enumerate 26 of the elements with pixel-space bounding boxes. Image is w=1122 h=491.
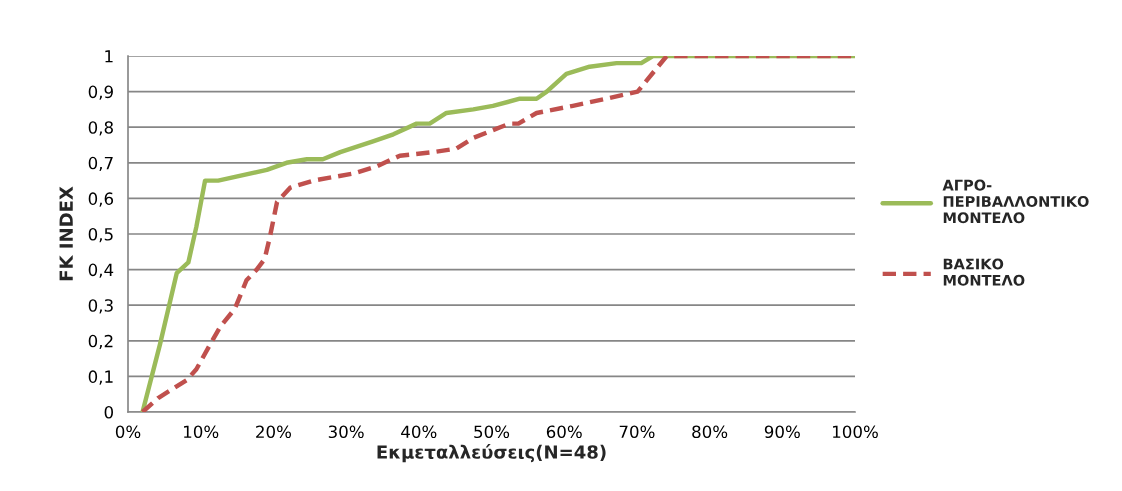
y-tick-label: 0,6 bbox=[88, 192, 114, 207]
x-tick-label: 90% bbox=[764, 425, 800, 439]
legend-label: ΒΑΣΙΚΟ ΜΟΝΤΕΛΟ bbox=[943, 258, 1025, 286]
x-tick-label: 30% bbox=[328, 425, 364, 439]
y-tick-label: 0,4 bbox=[88, 263, 114, 278]
x-axis-title: Εκμεταλλεύσεις(N=48) bbox=[377, 444, 606, 463]
y-tick-label: 0,5 bbox=[88, 227, 113, 243]
y-tick-label: 0,7 bbox=[88, 156, 113, 172]
x-tick-label: 80% bbox=[692, 425, 728, 439]
x-tick-label: 100% bbox=[833, 425, 878, 439]
x-tick-label: 50% bbox=[474, 425, 510, 439]
y-tick-label: 1 bbox=[105, 50, 113, 63]
x-tick-label: 10% bbox=[184, 425, 219, 439]
legend-label: ΑΓΡΟ-ΠΕΡΙΒΑΛΛΟΝΤΙΚΟ ΜΟΝΤΕΛΟ bbox=[942, 179, 1089, 224]
x-tick-label: 70% bbox=[619, 425, 655, 439]
y-tick-label: 0,8 bbox=[88, 121, 113, 136]
y-tick-label: 0,1 bbox=[88, 370, 113, 385]
y-axis-title: FK INDEX bbox=[59, 186, 73, 281]
y-tick-label: 0 bbox=[104, 405, 113, 419]
y-tick-label: 0,2 bbox=[88, 334, 113, 350]
x-tick-label: 20% bbox=[256, 425, 291, 439]
x-tick-label: 40% bbox=[401, 425, 437, 439]
x-tick-label: 60% bbox=[546, 425, 582, 439]
y-tick-label: 0,3 bbox=[88, 299, 113, 314]
x-tick-label: 0% bbox=[115, 425, 141, 439]
y-tick-label: 0,9 bbox=[88, 85, 113, 100]
